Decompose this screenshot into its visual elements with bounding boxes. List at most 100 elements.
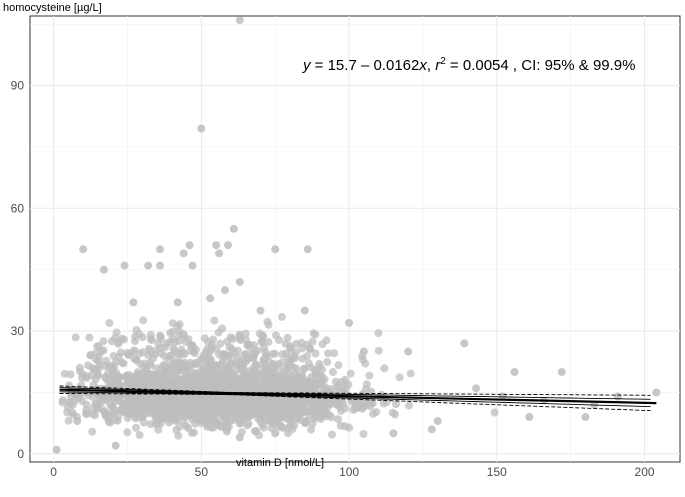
data-point xyxy=(257,337,266,346)
data-point xyxy=(203,393,212,402)
data-point xyxy=(173,298,182,307)
data-point xyxy=(309,329,318,338)
data-point xyxy=(260,401,269,410)
data-point xyxy=(217,362,226,371)
data-point xyxy=(311,349,320,358)
data-point xyxy=(134,406,143,415)
data-point xyxy=(209,423,218,432)
data-point xyxy=(289,410,298,419)
data-points xyxy=(52,16,661,454)
data-point xyxy=(146,358,155,367)
data-point xyxy=(76,367,85,376)
data-point xyxy=(99,265,108,274)
data-point xyxy=(237,405,246,414)
data-point xyxy=(168,319,177,328)
data-point xyxy=(189,347,198,356)
data-point xyxy=(208,384,217,393)
data-point xyxy=(472,384,481,393)
data-point xyxy=(265,357,274,366)
data-point xyxy=(277,312,286,321)
y-tick-label: 60 xyxy=(11,201,25,215)
data-point xyxy=(52,445,61,454)
data-point xyxy=(295,409,304,418)
regression-equation: y = 15.7 – 0.0162x, r2 = 0.0054 , CI: 95… xyxy=(302,56,635,74)
data-point xyxy=(209,335,218,344)
data-point xyxy=(94,357,103,366)
data-point xyxy=(206,366,215,375)
data-point xyxy=(460,339,469,348)
data-point xyxy=(327,413,336,422)
data-point xyxy=(268,349,277,358)
data-point xyxy=(330,349,339,358)
data-point xyxy=(175,331,184,340)
data-point xyxy=(341,375,350,384)
y-tick-label: 90 xyxy=(11,79,25,93)
data-point xyxy=(166,329,175,337)
data-point xyxy=(111,441,120,450)
data-point xyxy=(215,369,224,378)
data-point xyxy=(274,409,283,418)
data-point xyxy=(93,404,102,413)
data-point xyxy=(160,360,169,369)
data-point xyxy=(180,411,189,419)
data-point xyxy=(259,423,268,432)
data-point xyxy=(218,385,227,393)
data-point xyxy=(114,339,123,348)
data-point xyxy=(406,369,415,378)
data-point xyxy=(214,328,223,337)
data-point xyxy=(108,403,117,412)
data-point xyxy=(358,355,367,364)
data-point xyxy=(100,394,109,402)
data-point xyxy=(115,374,124,382)
data-point xyxy=(165,418,173,427)
x-axis-label: vitamin D [nmol/L] xyxy=(236,457,324,469)
data-point xyxy=(369,409,378,418)
data-point xyxy=(242,372,251,381)
data-point xyxy=(130,354,139,363)
data-point xyxy=(271,429,280,438)
data-point xyxy=(271,331,280,340)
data-point xyxy=(184,424,193,432)
data-point xyxy=(135,412,144,421)
data-point xyxy=(206,377,215,386)
data-point xyxy=(247,385,256,394)
x-tick-label: 150 xyxy=(487,465,507,479)
data-point xyxy=(64,416,73,425)
data-point xyxy=(244,419,253,428)
data-point xyxy=(235,330,244,339)
data-point xyxy=(162,339,171,348)
data-point xyxy=(345,318,354,327)
data-point xyxy=(139,316,148,325)
data-point xyxy=(151,371,160,380)
data-point xyxy=(303,245,312,254)
data-point xyxy=(290,351,299,360)
data-point xyxy=(303,352,311,361)
data-point xyxy=(251,360,260,369)
data-point xyxy=(71,333,80,342)
data-point xyxy=(123,428,132,437)
data-point xyxy=(276,422,285,431)
data-point xyxy=(206,355,215,363)
data-point xyxy=(260,378,269,387)
eq-y-var: y xyxy=(302,57,312,74)
data-point xyxy=(225,405,234,414)
data-point xyxy=(389,429,398,438)
x-tick-label: 200 xyxy=(635,465,655,479)
data-point xyxy=(264,320,273,329)
eq-x-var: x xyxy=(418,57,427,74)
data-point xyxy=(108,361,116,370)
data-point xyxy=(237,365,246,374)
data-point xyxy=(119,359,128,368)
data-point xyxy=(256,306,265,315)
data-point xyxy=(144,261,153,270)
data-point xyxy=(188,261,197,270)
data-point xyxy=(99,337,108,346)
data-point xyxy=(395,373,404,382)
data-point xyxy=(138,333,147,342)
data-point xyxy=(365,371,374,380)
data-point xyxy=(230,348,238,357)
data-point xyxy=(135,431,144,439)
data-point xyxy=(58,396,67,405)
data-point xyxy=(105,319,114,327)
